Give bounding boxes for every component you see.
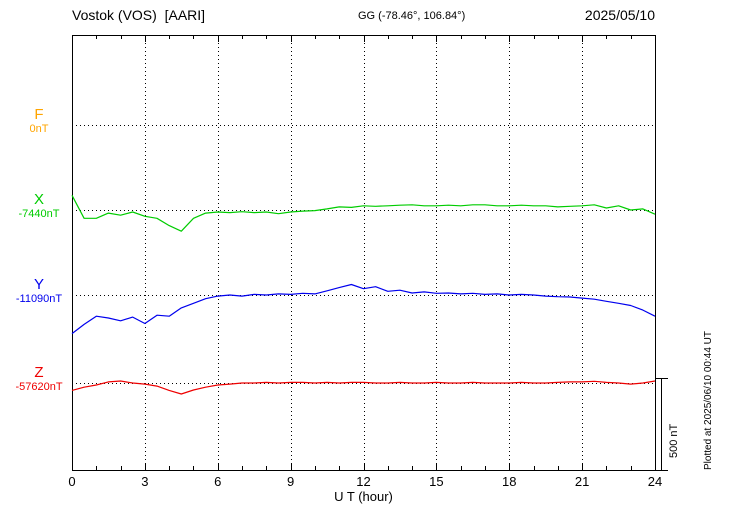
- geographic-coords: GG (-78.46°, 106.84°): [358, 10, 466, 22]
- scale-bar-label: 500 nT: [668, 423, 680, 458]
- station-title: Vostok (VOS) [AARI]: [72, 7, 206, 23]
- plot-date: 2025/05/10: [584, 7, 655, 23]
- plotted-timestamp: Plotted at 2025/06/10 00:44 UT: [703, 331, 714, 470]
- x-axis-label: U T (hour): [334, 489, 393, 504]
